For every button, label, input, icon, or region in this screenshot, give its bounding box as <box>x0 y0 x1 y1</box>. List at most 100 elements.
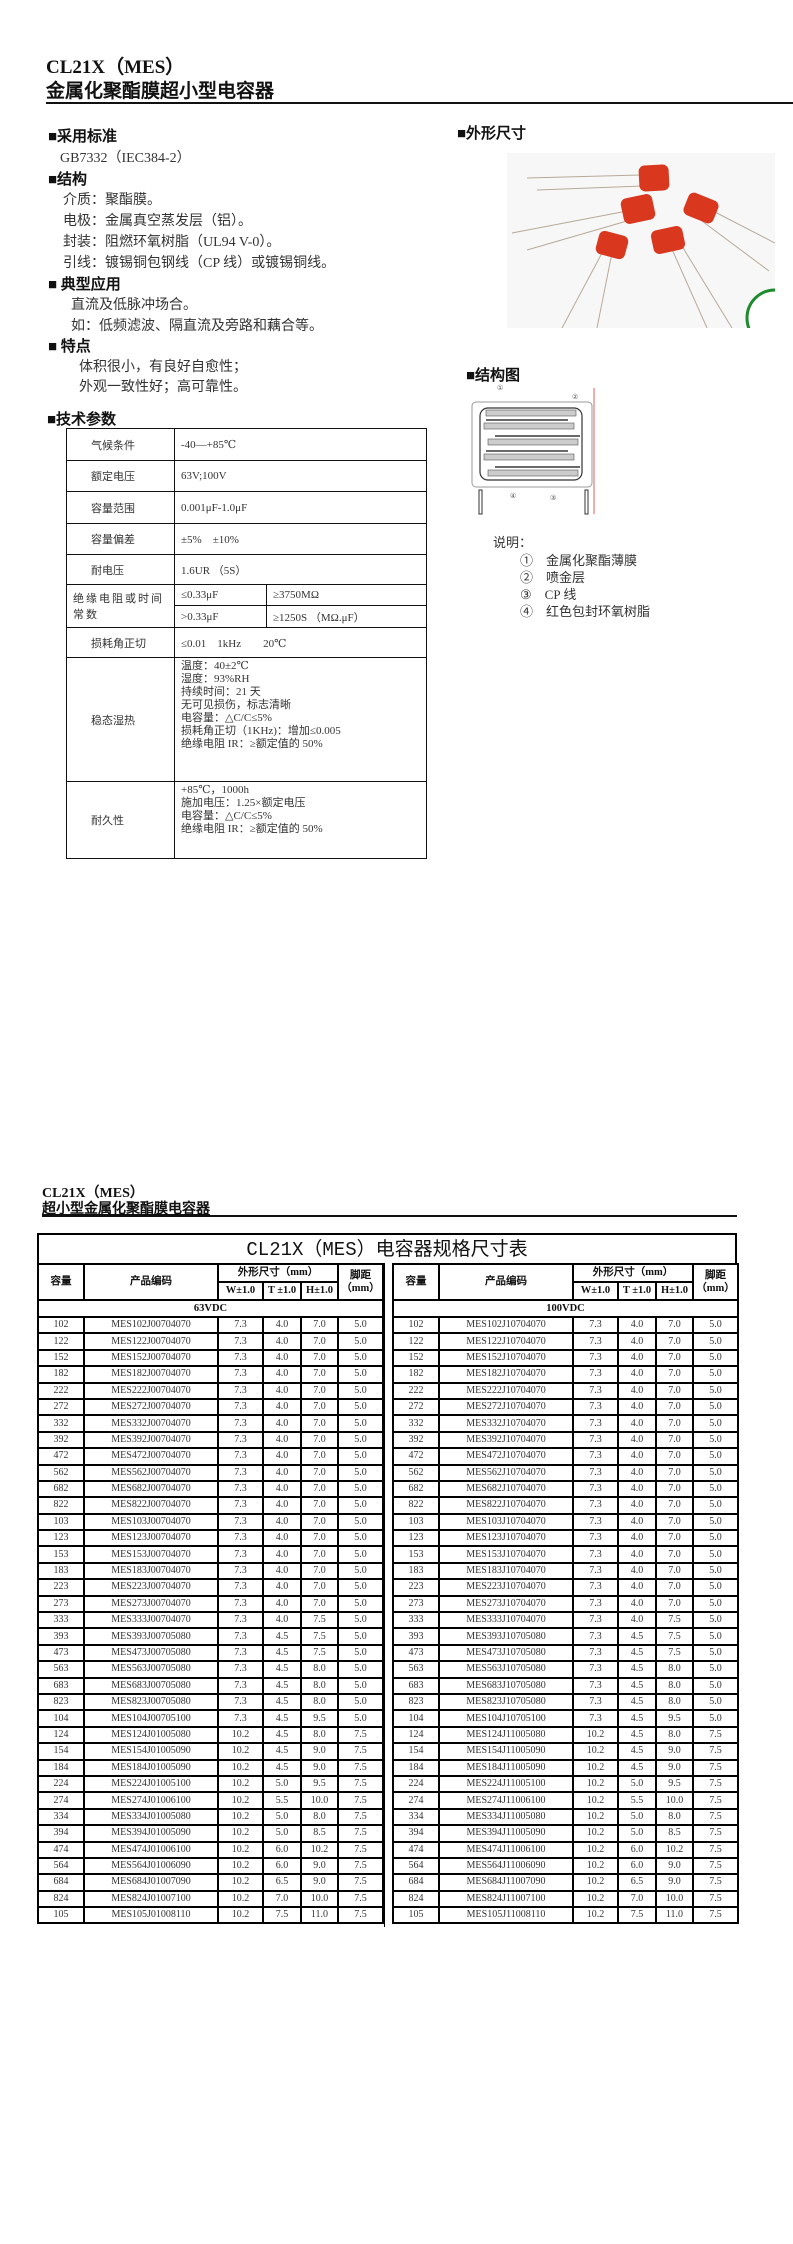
cell-product-code: MES392J00704070 <box>83 1430 219 1450</box>
cell-thickness: 4.0 <box>617 1529 657 1548</box>
cell-capacity: 273 <box>392 1594 440 1614</box>
cell-width: 7.3 <box>217 1627 264 1646</box>
cell-product-code: MES224J01005100 <box>83 1774 219 1794</box>
col-header-capacity: 容量 <box>37 1263 85 1301</box>
table-row: 564 MES564J01006090 10.2 6.0 9.0 7.5 <box>37 1856 384 1876</box>
cell-product-code: MES393J10705080 <box>438 1627 574 1646</box>
param-row: 损耗角正切 ≤0.01 1kHz 20℃ <box>66 627 427 658</box>
cell-thickness: 7.5 <box>617 1906 657 1925</box>
table-row: 392 MES392J00704070 7.3 4.0 7.0 5.0 <box>37 1430 384 1450</box>
cell-capacity: 183 <box>37 1561 85 1581</box>
cell-thickness: 4.5 <box>617 1692 657 1712</box>
cell-thickness: 5.0 <box>617 1824 657 1843</box>
cell-thickness: 4.5 <box>262 1758 302 1777</box>
cell-width: 10.2 <box>217 1758 264 1777</box>
cell-height: 7.0 <box>300 1381 339 1400</box>
cell-width: 7.3 <box>572 1627 619 1646</box>
cell-height: 7.0 <box>655 1496 694 1515</box>
cell-thickness: 4.0 <box>262 1561 302 1581</box>
cell-capacity: 184 <box>392 1758 440 1777</box>
table-row: 472 MES472J00704070 7.3 4.0 7.0 5.0 <box>37 1447 384 1466</box>
cell-width: 10.2 <box>572 1774 619 1794</box>
cell-thickness: 4.5 <box>617 1676 657 1696</box>
cell-pitch: 7.5 <box>692 1758 739 1777</box>
table-row: 102 MES102J00704070 7.3 4.0 7.0 5.0 <box>37 1315 384 1335</box>
cell-thickness: 4.0 <box>262 1463 302 1482</box>
cell-product-code: MES474J11006100 <box>438 1840 574 1859</box>
cell-capacity: 103 <box>37 1512 85 1532</box>
cell-width: 10.2 <box>217 1742 264 1761</box>
col-header-t: T ±1.0 <box>617 1281 657 1301</box>
legend-title: 说明： <box>493 535 533 550</box>
cell-thickness: 4.0 <box>262 1594 302 1614</box>
capacitor-bodies <box>595 164 719 260</box>
cell-product-code: MES563J10705080 <box>438 1660 574 1679</box>
table-row: 333 MES333J00704070 7.3 4.0 7.5 5.0 <box>37 1611 384 1630</box>
table-row: 222 MES222J00704070 7.3 4.0 7.0 5.0 <box>37 1381 384 1400</box>
cell-height: 7.0 <box>300 1479 339 1499</box>
param-row: 气候条件 -40—+85℃ <box>66 428 427 461</box>
cell-product-code: MES154J11005090 <box>438 1742 574 1761</box>
cell-height: 8.0 <box>300 1660 339 1679</box>
cell-thickness: 4.0 <box>617 1561 657 1581</box>
cell-width: 7.3 <box>572 1512 619 1532</box>
cell-product-code: MES102J00704070 <box>83 1315 219 1335</box>
param-label: 绝缘电阻或时间常数 <box>66 584 175 628</box>
cell-thickness: 4.0 <box>262 1315 302 1335</box>
cell-height: 11.0 <box>655 1906 694 1925</box>
cell-pitch: 5.0 <box>692 1611 739 1630</box>
cell-capacity: 223 <box>37 1578 85 1597</box>
cell-height: 7.0 <box>300 1561 339 1581</box>
cell-pitch: 5.0 <box>692 1496 739 1515</box>
cell-width: 7.3 <box>217 1578 264 1597</box>
cell-height: 7.5 <box>300 1627 339 1646</box>
cell-capacity: 472 <box>392 1447 440 1466</box>
cell-height: 7.0 <box>655 1315 694 1335</box>
table-row: 182 MES182J00704070 7.3 4.0 7.0 5.0 <box>37 1365 384 1384</box>
cell-width: 7.3 <box>572 1447 619 1466</box>
cell-width: 10.2 <box>217 1774 264 1794</box>
table-row: 124 MES124J01005080 10.2 4.5 8.0 7.5 <box>37 1725 384 1745</box>
cell-pitch: 5.0 <box>337 1594 384 1614</box>
cell-height: 7.0 <box>300 1545 339 1564</box>
param-row: 额定电压 63V;100V <box>66 460 427 492</box>
cell-height: 9.0 <box>655 1758 694 1777</box>
col-header-t: T ±1.0 <box>262 1281 302 1301</box>
cell-width: 7.3 <box>572 1594 619 1614</box>
table-row: 103 MES103J00704070 7.3 4.0 7.0 5.0 <box>37 1512 384 1532</box>
section-features-heading: ■ 特点 <box>48 339 91 355</box>
cell-pitch: 5.0 <box>337 1365 384 1384</box>
cell-capacity: 124 <box>392 1725 440 1745</box>
cell-thickness: 6.0 <box>617 1840 657 1859</box>
cell-pitch: 5.0 <box>692 1332 739 1351</box>
cell-width: 10.2 <box>217 1873 264 1892</box>
product-title: CL21X（MES） <box>46 57 185 78</box>
cell-pitch: 5.0 <box>692 1381 739 1400</box>
cell-capacity: 823 <box>392 1692 440 1712</box>
page2-title: CL21X（MES） <box>42 1186 144 1201</box>
table-row: 223 MES223J10704070 7.3 4.0 7.0 5.0 <box>392 1578 739 1597</box>
param-label: 容量范围 <box>66 491 175 524</box>
cell-capacity: 473 <box>37 1643 85 1663</box>
cell-capacity: 394 <box>392 1824 440 1843</box>
cell-product-code: MES394J01005090 <box>83 1824 219 1843</box>
cell-pitch: 5.0 <box>337 1381 384 1400</box>
cell-thickness: 4.0 <box>262 1332 302 1351</box>
cell-pitch: 5.0 <box>337 1561 384 1581</box>
cell-width: 10.2 <box>217 1807 264 1827</box>
cell-capacity: 823 <box>37 1692 85 1712</box>
col-header-pitch: 脚距（mm） <box>337 1263 384 1301</box>
cell-capacity: 274 <box>37 1791 85 1810</box>
cell-width: 7.3 <box>217 1561 264 1581</box>
cell-capacity: 102 <box>37 1315 85 1335</box>
cell-capacity: 334 <box>37 1807 85 1827</box>
cell-width: 10.2 <box>572 1807 619 1827</box>
param-value: ≥1250S （MΩ.μF） <box>266 605 427 628</box>
cell-product-code: MES822J00704070 <box>83 1496 219 1515</box>
structure-line: 封装：阻燃环氧树脂（UL94 V-0）。 <box>63 235 281 250</box>
table-row: 184 MES184J01005090 10.2 4.5 9.0 7.5 <box>37 1758 384 1777</box>
cell-product-code: MES334J11005080 <box>438 1807 574 1827</box>
cell-width: 7.3 <box>572 1414 619 1433</box>
legend-item: ① 金属化聚酯薄膜 <box>520 550 637 569</box>
param-value: ±5% ±10% <box>174 523 427 555</box>
